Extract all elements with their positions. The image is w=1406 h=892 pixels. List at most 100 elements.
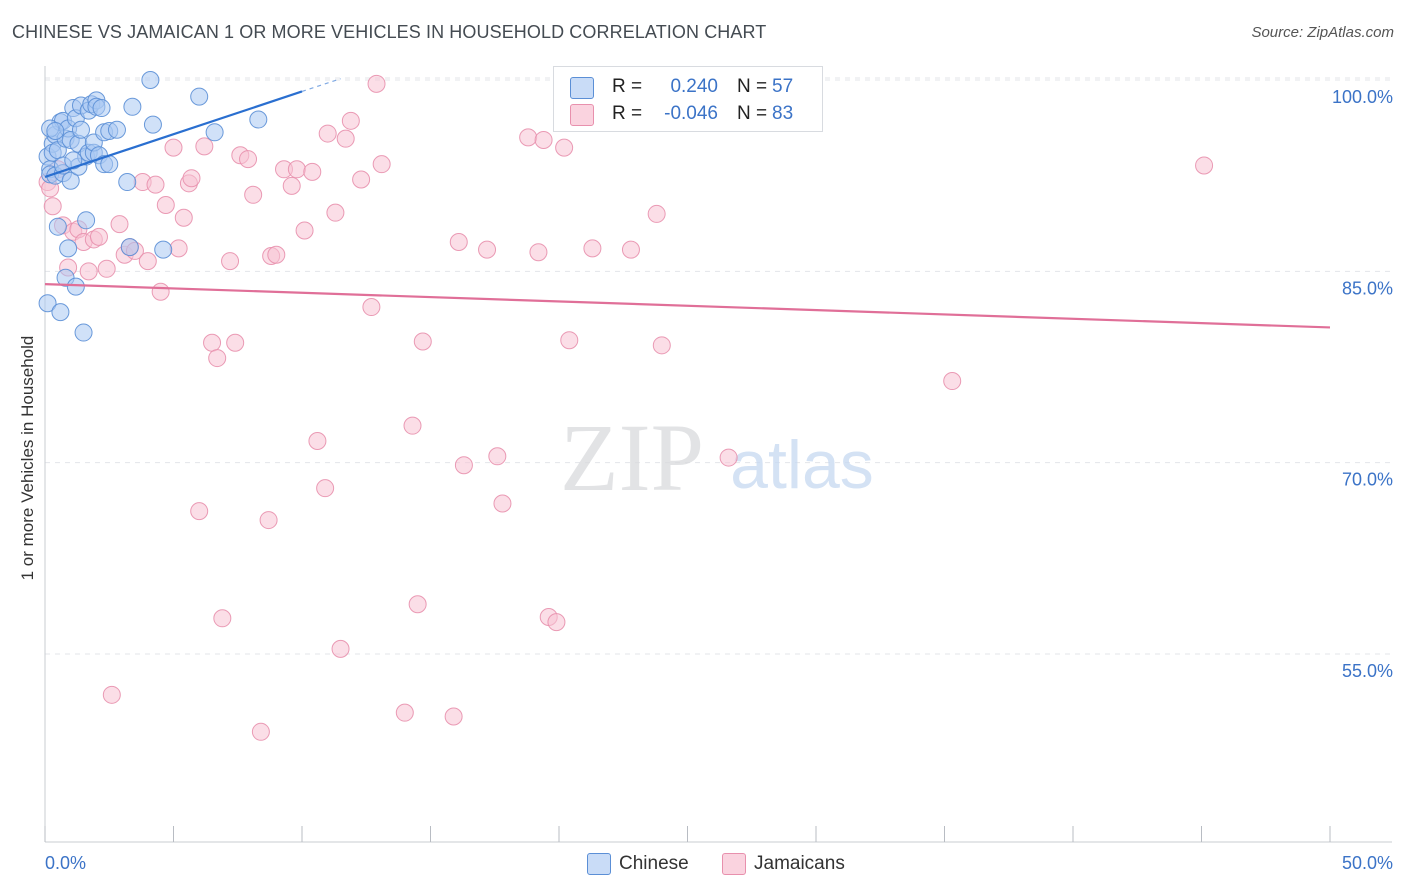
jamaican-point <box>169 239 188 258</box>
jamaican-point <box>259 511 278 530</box>
chinese-point <box>120 238 139 257</box>
axis-layer <box>44 66 1392 843</box>
chinese-point <box>64 151 83 170</box>
jamaican-swatch <box>570 104 594 126</box>
jamaican-point <box>719 448 738 467</box>
jamaican-point <box>488 447 507 466</box>
jamaican-point <box>190 502 209 521</box>
chinese-point <box>143 115 162 134</box>
jamaican-point <box>534 130 553 149</box>
stats-box: R = 0.240 N = 57 R = -0.046 N = 83 <box>553 66 823 132</box>
chinese-point <box>205 123 224 142</box>
y-tick-label: 55.0% <box>1342 661 1393 681</box>
y-tick-label: 100.0% <box>1332 87 1393 107</box>
chinese-swatch <box>570 77 594 99</box>
jamaican-swatch <box>722 853 746 875</box>
chinese-point <box>92 99 111 118</box>
jamaican-point <box>213 609 232 628</box>
jamaican-point <box>97 259 116 278</box>
watermark: ZIP atlas <box>560 404 874 511</box>
jamaican-point <box>318 124 337 143</box>
jamaican-point <box>943 372 962 391</box>
legend-label: Jamaicans <box>754 853 845 874</box>
jamaican-point <box>336 129 355 148</box>
jamaican-point <box>555 138 574 157</box>
chinese-point <box>59 239 78 258</box>
jamaican-point <box>493 494 512 513</box>
jamaican-point <box>282 176 301 195</box>
chinese-point <box>66 277 85 296</box>
jamaican-point <box>449 232 468 251</box>
stats-row-jamaicans: R = -0.046 N = 83 <box>554 100 822 128</box>
jamaican-point <box>647 204 666 223</box>
jamaican-point <box>308 431 327 450</box>
jamaican-point <box>89 227 108 246</box>
legend-label: Chinese <box>619 853 689 874</box>
trend-layer <box>44 78 1331 329</box>
jamaican-point <box>174 208 193 227</box>
chinese-point <box>61 171 80 190</box>
points-layer <box>38 71 1214 741</box>
stats-row-chinese: R = 0.240 N = 57 <box>554 73 822 101</box>
r-value: 0.240 <box>670 76 718 97</box>
chart-title: CHINESE VS JAMAICAN 1 OR MORE VEHICLES I… <box>12 22 767 42</box>
n-label: N = <box>737 103 768 124</box>
jamaican-point <box>182 169 201 188</box>
n-value: 57 <box>772 76 794 97</box>
jamaican-point <box>367 74 386 93</box>
jamaican-point <box>79 262 98 281</box>
jamaican-point <box>110 215 129 234</box>
jamaican-point <box>43 197 62 216</box>
chinese-trend-line <box>44 90 303 178</box>
chinese-point <box>48 217 67 236</box>
r-label: R = <box>612 103 643 124</box>
jamaican-point <box>287 160 306 179</box>
jamaican-point <box>478 240 497 259</box>
y-tick-label: 85.0% <box>1342 278 1393 298</box>
jamaican-point <box>560 331 579 350</box>
jamaican-point <box>151 282 170 301</box>
x-tick-label: 50.0% <box>1342 853 1393 873</box>
chinese-point <box>190 87 209 106</box>
x-tick-label: 0.0% <box>45 853 86 873</box>
jamaican-point <box>226 333 245 352</box>
jamaican-point <box>146 175 165 194</box>
chinese-point <box>51 303 70 322</box>
jamaican-point <box>547 613 566 632</box>
jamaican-point <box>164 138 183 157</box>
jamaican-point <box>372 155 391 174</box>
source-label: Source: ZipAtlas.com <box>1251 24 1394 41</box>
jamaican-point <box>1195 156 1214 175</box>
chinese-point <box>249 110 268 129</box>
chinese-point <box>154 240 173 259</box>
jamaican-point <box>395 703 414 722</box>
jamaican-point <box>244 185 263 204</box>
watermark-zip: ZIP <box>560 404 704 511</box>
watermark-atlas: atlas <box>730 427 874 503</box>
jamaican-point <box>413 332 432 351</box>
chinese-point <box>107 120 126 139</box>
jamaican-point <box>352 170 371 189</box>
jamaican-trend-line <box>44 282 1331 329</box>
jamaican-point <box>652 336 671 355</box>
jamaican-point <box>583 239 602 258</box>
jamaican-point <box>195 137 214 156</box>
jamaican-point <box>403 416 422 435</box>
jamaican-point <box>267 245 286 264</box>
chinese-point <box>38 294 57 313</box>
jamaican-point <box>408 595 427 614</box>
chinese-point <box>74 323 93 342</box>
jamaican-point <box>454 456 473 475</box>
chinese-swatch <box>587 853 611 875</box>
jamaican-point <box>316 479 335 498</box>
tick-labels: 100.0% 85.0% 70.0% 55.0% 0.0% 50.0% <box>45 87 1393 873</box>
jamaican-point <box>303 162 322 181</box>
jamaican-point <box>251 722 270 741</box>
jamaican-point <box>529 243 548 262</box>
chinese-point <box>46 122 65 141</box>
jamaican-point <box>208 349 227 368</box>
chinese-point <box>123 97 142 116</box>
n-label: N = <box>737 76 768 97</box>
jamaican-point <box>444 707 463 726</box>
